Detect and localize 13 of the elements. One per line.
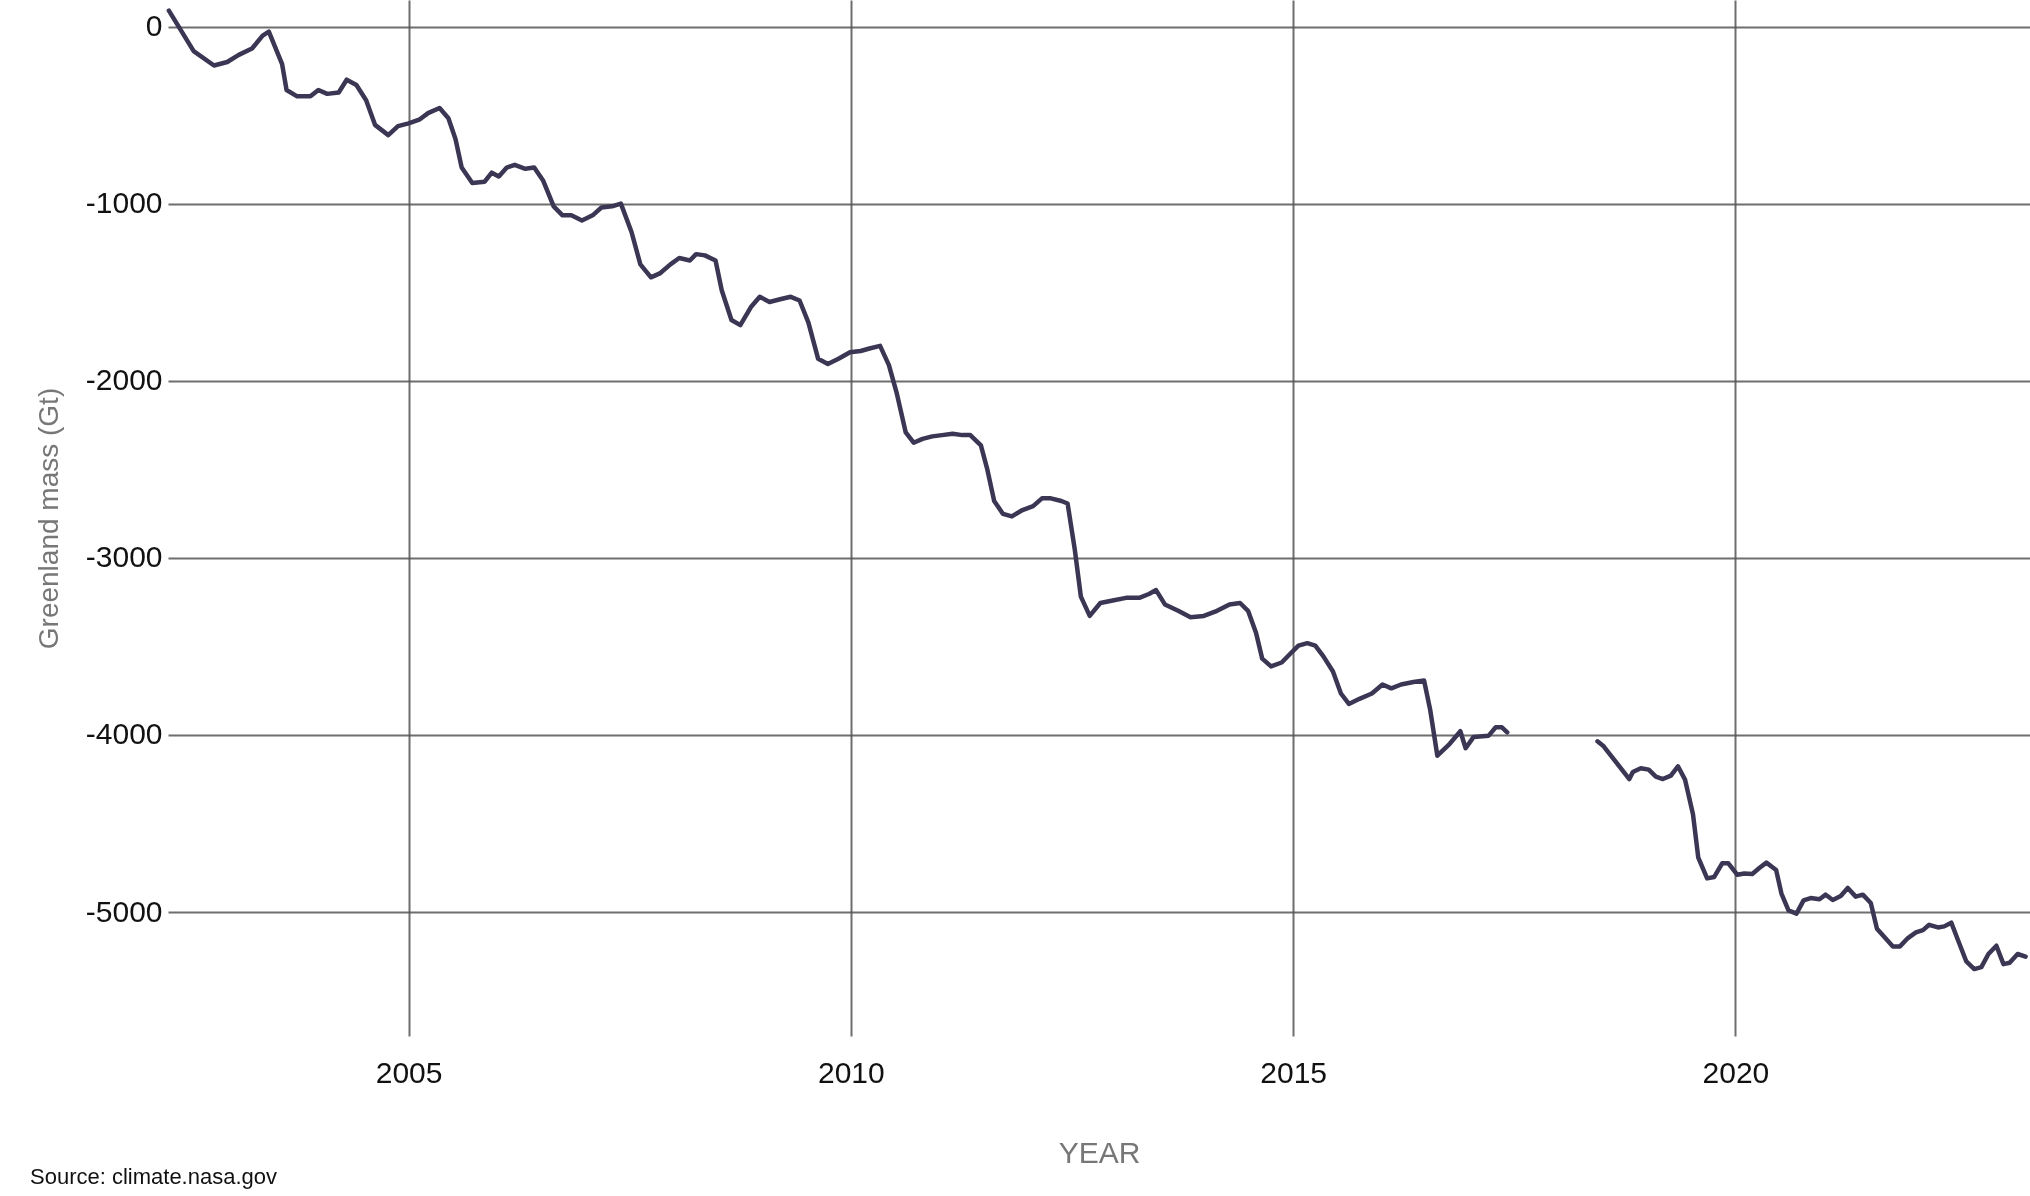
y-tick-label: -2000 <box>85 363 163 397</box>
y-tick-label: -4000 <box>85 717 163 751</box>
y-axis-title: Greenland mass (Gt) <box>32 387 64 650</box>
x-tick-label: 2005 <box>375 1055 443 1089</box>
x-tick-label: 2015 <box>1260 1055 1328 1089</box>
y-tick-label: -3000 <box>85 540 163 574</box>
y-tick-label: -1000 <box>85 186 163 220</box>
x-axis-title: YEAR <box>1058 1135 1141 1169</box>
x-tick-label: 2020 <box>1702 1055 1770 1089</box>
source-note: Source: climate.nasa.gov <box>30 1164 278 1190</box>
y-tick-label: -5000 <box>85 894 163 928</box>
x-tick-label: 2010 <box>818 1055 885 1089</box>
y-tick-label: 0 <box>145 9 163 43</box>
